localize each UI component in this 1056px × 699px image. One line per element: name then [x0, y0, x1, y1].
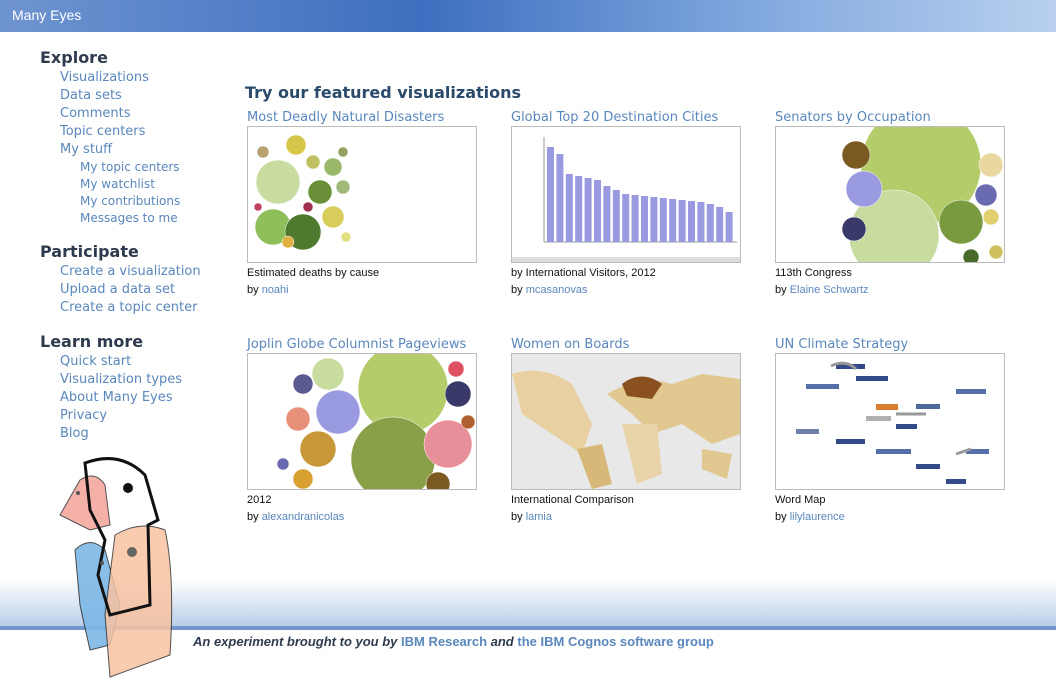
- card-title[interactable]: UN Climate Strategy: [775, 337, 909, 352]
- nav-link[interactable]: Upload a data set: [60, 282, 176, 297]
- thumbnail-image: [512, 127, 740, 262]
- nav-link[interactable]: Visualization types: [60, 372, 183, 387]
- thumbnail[interactable]: [511, 353, 741, 490]
- thumbnail-image: [512, 354, 740, 489]
- author-link[interactable]: mcasanovas: [525, 284, 588, 296]
- nav-link[interactable]: Data sets: [60, 88, 122, 103]
- nav-link[interactable]: Visualizations: [60, 70, 149, 85]
- card-title[interactable]: Senators by Occupation: [775, 110, 931, 125]
- card-byline: by mcasanovas: [511, 284, 587, 296]
- card-caption: Estimated deaths by cause: [247, 267, 380, 279]
- author-link[interactable]: lamia: [525, 511, 552, 523]
- card-caption: 113th Congress: [775, 267, 852, 279]
- thumbnail-image: [253, 134, 352, 251]
- nav-sublink[interactable]: Messages to me: [80, 211, 178, 225]
- author-link[interactable]: lilylaurence: [789, 511, 845, 523]
- card-title[interactable]: Most Deadly Natural Disasters: [247, 110, 445, 125]
- footer-mid: and: [490, 634, 514, 649]
- footer-link[interactable]: the IBM Cognos software group: [517, 634, 714, 649]
- section-title: Explore: [40, 48, 108, 67]
- nav-link[interactable]: Quick start: [60, 354, 132, 369]
- nav-sublink[interactable]: My topic centers: [80, 160, 180, 174]
- by-label: by: [775, 284, 787, 296]
- section-title: Participate: [40, 242, 139, 261]
- thumbnail[interactable]: [247, 126, 477, 263]
- card-title[interactable]: Joplin Globe Columnist Pageviews: [247, 337, 467, 352]
- nav-link[interactable]: Topic centers: [60, 124, 146, 139]
- card-byline: by lilylaurence: [775, 511, 845, 523]
- nav-link[interactable]: About Many Eyes: [60, 390, 173, 405]
- author-link[interactable]: noahi: [261, 284, 289, 296]
- footer-text: An experiment brought to you by IBM Rese…: [193, 634, 714, 649]
- card-byline: by lamia: [511, 511, 552, 523]
- by-label: by: [511, 284, 523, 296]
- card-byline: by alexandranicolas: [247, 511, 344, 523]
- thumbnail-image: [776, 354, 1004, 489]
- thumbnail-image: [841, 104, 1004, 281]
- nav-link[interactable]: Comments: [60, 106, 131, 121]
- card-byline: by noahi: [247, 284, 289, 296]
- nav-sublink[interactable]: My watchlist: [80, 177, 155, 191]
- nav-link[interactable]: Create a visualization: [60, 264, 201, 279]
- author-link[interactable]: Elaine Schwartz: [789, 284, 869, 296]
- footer-lead: An experiment brought to you by: [193, 634, 398, 649]
- nav-link[interactable]: My stuff: [60, 142, 113, 157]
- thumbnail[interactable]: [247, 343, 477, 502]
- card-caption: 2012: [247, 494, 272, 506]
- thumbnail[interactable]: [775, 353, 1005, 490]
- site-title[interactable]: Many Eyes: [12, 7, 82, 23]
- card-title[interactable]: Women on Boards: [511, 337, 630, 352]
- card-byline: by Elaine Schwartz: [775, 284, 869, 296]
- logo-faces: [59, 457, 173, 678]
- header: Many Eyes: [0, 0, 1056, 32]
- card-caption: by International Visitors, 2012: [511, 267, 656, 279]
- nav-link[interactable]: Create a topic center: [60, 300, 198, 315]
- author-link[interactable]: alexandranicolas: [261, 511, 345, 523]
- by-label: by: [247, 284, 259, 296]
- thumbnail-image: [276, 343, 476, 502]
- nav-link[interactable]: Privacy: [60, 408, 108, 423]
- card-caption: International Comparison: [511, 494, 634, 506]
- nav-sublink[interactable]: My contributions: [80, 194, 181, 208]
- thumbnail[interactable]: [775, 104, 1005, 281]
- by-label: by: [511, 511, 523, 523]
- footer-link[interactable]: IBM Research: [401, 634, 488, 649]
- by-label: by: [247, 511, 259, 523]
- thumbnail[interactable]: [511, 126, 741, 263]
- main-heading: Try our featured visualizations: [245, 83, 522, 102]
- card-caption: Word Map: [775, 494, 826, 506]
- footer-band: [0, 578, 1056, 630]
- nav-link[interactable]: Blog: [60, 426, 89, 441]
- card-title[interactable]: Global Top 20 Destination Cities: [511, 110, 719, 125]
- by-label: by: [775, 511, 787, 523]
- section-title: Learn more: [40, 332, 144, 351]
